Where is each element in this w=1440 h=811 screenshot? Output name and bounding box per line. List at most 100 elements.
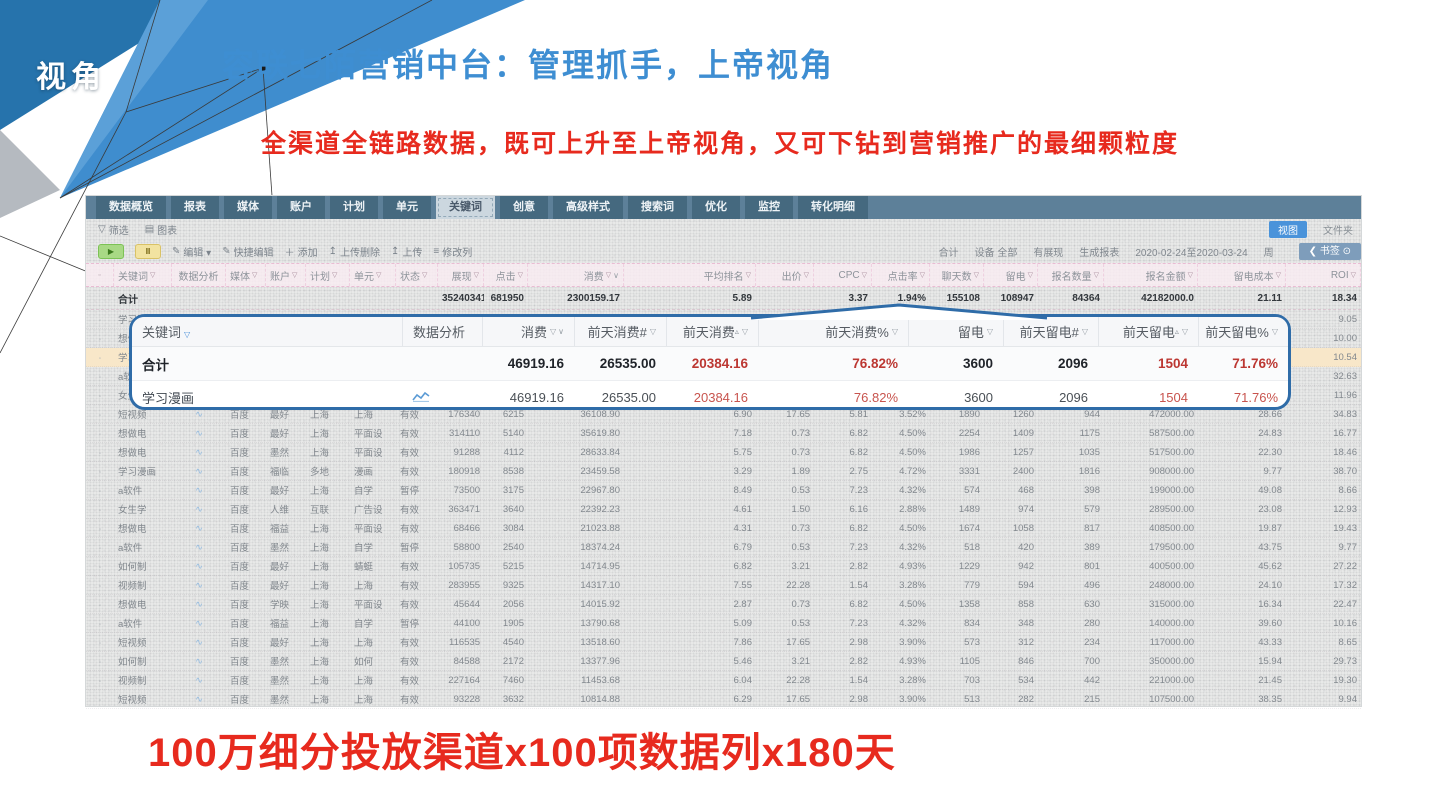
row-checkbox[interactable]: ▫ xyxy=(98,526,102,533)
column-header-点击率[interactable]: 点击率 ▽ xyxy=(872,264,930,286)
row-checkbox[interactable]: ▫ xyxy=(98,450,102,457)
tab-创意[interactable]: 创意 xyxy=(500,196,548,219)
week-toggle[interactable]: 周 xyxy=(1263,247,1274,259)
tab-高级样式[interactable]: 高级样式 xyxy=(553,196,623,219)
column-header-报名金额[interactable]: 报名金额 ▽ xyxy=(1104,264,1198,286)
row-checkbox[interactable]: ▫ xyxy=(98,564,102,571)
callout-column-前天消费#[interactable]: 前天消费# ▽ xyxy=(574,317,666,346)
table-row[interactable]: ▫ a软件 ∿ 百度 墨然 上海 自学 暂停 58800 2540 18374.24 6.79 0.53… xyxy=(86,538,1361,557)
trend-chart-icon[interactable]: ∿ xyxy=(195,503,203,514)
funnel-icon[interactable]: ▽ xyxy=(376,272,382,279)
column-header-留电成本[interactable]: 留电成本 ▽ xyxy=(1198,264,1286,286)
callout-column-消费[interactable]: 消费 ▽ ∨ xyxy=(482,317,574,346)
table-row[interactable]: ▫ 想做电 ∿ 百度 墨然 上海 平面设 有效 91288 4112 28633.84 5.75 0.7… xyxy=(86,443,1361,462)
funnel-icon[interactable]: ▽ xyxy=(649,327,656,336)
row-checkbox[interactable]: ▫ xyxy=(98,469,102,476)
row-checkbox[interactable]: ▫ xyxy=(98,374,102,381)
device-selector[interactable]: 设备 全部 xyxy=(974,247,1018,259)
table-row[interactable]: ▫ 学习漫画 ∿ 百度 福临 多地 漫画 有效 180918 8538 23459.58 3.29 1.… xyxy=(86,462,1361,481)
funnel-icon[interactable]: ▽ xyxy=(861,272,867,279)
column-header-点击[interactable]: 点击 ▽ xyxy=(484,264,528,286)
table-row[interactable]: ▫ 女生学 ∿ 百度 人维 互联 广告设 有效 363471 3640 22392.23 4.61 1.… xyxy=(86,500,1361,519)
column-header-CPC[interactable]: CPC ▽ xyxy=(814,264,872,286)
funnel-icon[interactable]: ▽ xyxy=(891,327,898,336)
funnel-icon[interactable]: ▽ xyxy=(1350,272,1356,279)
row-checkbox[interactable]: ▫ xyxy=(98,545,102,552)
tab-报表[interactable]: 报表 xyxy=(171,196,219,219)
dropdown-caret-icon[interactable]: ∨ xyxy=(558,327,564,336)
column-header-数据分析[interactable]: 数据分析 xyxy=(172,264,226,286)
funnel-icon[interactable]: ▽ xyxy=(605,272,612,279)
table-row[interactable]: ▫ 视频制 ∿ 百度 最好 上海 上海 有效 283955 9325 14317.10 7.55 22.… xyxy=(86,576,1361,595)
funnel-icon[interactable]: ▽ xyxy=(332,272,338,279)
tab-关键词[interactable]: 关键词 xyxy=(436,196,495,219)
table-row[interactable]: ▫ 如何制 ∿ 百度 最好 上海 蜻蜓 有效 105735 5215 14714.95 6.82 3.2… xyxy=(86,557,1361,576)
trend-chart-icon[interactable]: ∿ xyxy=(195,674,203,685)
tab-账户[interactable]: 账户 xyxy=(277,196,325,219)
table-row[interactable]: ▫ a软件 ∿ 百度 福益 上海 自学 暂停 44100 1905 13790.68 5.09 0.53… xyxy=(86,614,1361,633)
row-checkbox[interactable]: ▫ xyxy=(98,317,102,324)
funnel-icon[interactable]: ▽ xyxy=(1187,272,1193,279)
filter-toggle[interactable]: ▽ 筛选 xyxy=(98,222,129,237)
trend-chart-icon[interactable]: ∿ xyxy=(195,617,203,628)
funnel-icon[interactable]: ▽ xyxy=(549,327,557,336)
column-header-平均排名[interactable]: 平均排名 ▽ xyxy=(624,264,756,286)
row-checkbox[interactable]: ▫ xyxy=(98,355,102,362)
tab-计划[interactable]: 计划 xyxy=(330,196,378,219)
funnel-icon[interactable]: ▽ xyxy=(292,272,298,279)
funnel-icon[interactable]: ▽ xyxy=(422,272,428,279)
column-header-单元[interactable]: 单元 ▽ xyxy=(350,264,396,286)
callout-column-前天留电%[interactable]: 前天留电% ▽ xyxy=(1198,317,1288,346)
callout-column-前天留电[interactable]: 前天留电 ▵ ▽ xyxy=(1098,317,1198,346)
row-checkbox[interactable]: ▫ xyxy=(98,431,102,438)
trend-chart-icon[interactable]: ∿ xyxy=(195,598,203,609)
row-checkbox[interactable]: ▫ xyxy=(98,621,102,628)
pause-button[interactable]: Ⅱ xyxy=(135,243,161,259)
callout-row[interactable]: 合计 46919.16 26535.00 20384.16 76.82% 3600 2096… xyxy=(132,347,1288,381)
trend-chart-icon[interactable]: ∿ xyxy=(195,465,203,476)
select-all-checkbox[interactable]: ▫ xyxy=(98,271,101,279)
action-上传[interactable]: ↥ 上传 xyxy=(391,244,422,259)
tab-媒体[interactable]: 媒体 xyxy=(224,196,272,219)
row-checkbox[interactable]: ▫ xyxy=(98,488,102,495)
row-checkbox[interactable]: ▫ xyxy=(98,507,102,514)
column-header-留电[interactable]: 留电 ▽ xyxy=(984,264,1038,286)
column-header-出价[interactable]: 出价 ▽ xyxy=(756,264,814,286)
funnel-icon[interactable]: ▽ xyxy=(1093,272,1099,279)
table-row[interactable]: ▫ 想做电 ∿ 百度 学映 上海 平面设 有效 45644 2056 14015.92 2.87 0.7… xyxy=(86,595,1361,614)
funnel-icon[interactable]: ▽ xyxy=(919,272,925,279)
action-添加[interactable]: ＋添加 xyxy=(285,244,318,259)
bookmark-button[interactable]: ❮ 书签 ⊙ xyxy=(1298,242,1361,260)
callout-column-前天留电#[interactable]: 前天留电# ▽ xyxy=(1003,317,1098,346)
row-checkbox[interactable]: ▫ xyxy=(98,602,102,609)
tab-监控[interactable]: 监控 xyxy=(745,196,793,219)
trend-chart-icon[interactable]: ∿ xyxy=(195,636,203,647)
trend-chart-icon[interactable]: ∿ xyxy=(195,579,203,590)
row-checkbox[interactable]: ▫ xyxy=(98,393,102,400)
funnel-icon[interactable]: ▽ xyxy=(184,330,191,339)
table-row[interactable]: ▫ a软件 ∿ 百度 最好 上海 自学 暂停 73500 3175 22967.80 8.49 0.53… xyxy=(86,481,1361,500)
column-header-报名数量[interactable]: 报名数量 ▽ xyxy=(1038,264,1104,286)
trend-chart-icon[interactable]: ∿ xyxy=(195,693,203,704)
funnel-icon[interactable]: ▽ xyxy=(986,327,993,336)
trend-chart-icon[interactable]: ∿ xyxy=(195,560,203,571)
column-header-聊天数[interactable]: 聊天数 ▽ xyxy=(930,264,984,286)
column-header-展现[interactable]: 展现 ▽ xyxy=(438,264,484,286)
funnel-icon[interactable]: ▽ xyxy=(745,272,751,279)
column-header-计划[interactable]: 计划 ▽ xyxy=(306,264,350,286)
row-checkbox[interactable]: ▫ xyxy=(98,412,102,419)
funnel-icon[interactable]: ▽ xyxy=(473,272,479,279)
table-row[interactable]: ▫ 想做电 ∿ 百度 福益 上海 平面设 有效 68466 3084 21023.88 4.31 0.7… xyxy=(86,519,1361,538)
view-button[interactable]: 视图 xyxy=(1269,220,1307,238)
callout-row[interactable]: 学习漫画 46919.16 26535.00 20384.16 76.82% 3600 20… xyxy=(132,381,1288,414)
callout-column-留电[interactable]: 留电 ▽ xyxy=(908,317,1003,346)
column-header-ROI[interactable]: ROI ▽ xyxy=(1286,264,1361,286)
row-checkbox[interactable]: ▫ xyxy=(98,583,102,590)
column-header-状态[interactable]: 状态 ▽ xyxy=(396,264,438,286)
action-修改列[interactable]: ≡ 修改列 xyxy=(433,244,472,259)
callout-column-前天消费[interactable]: 前天消费 ▵ ▽ xyxy=(666,317,758,346)
folder-label[interactable]: 文件夹 xyxy=(1323,225,1353,237)
table-row[interactable]: ▫ 短视频 ∿ 百度 最好 上海 上海 有效 116535 4540 13518.60 7.86 17.… xyxy=(86,633,1361,652)
row-checkbox[interactable]: ▫ xyxy=(98,336,102,343)
funnel-icon[interactable]: ▽ xyxy=(1027,272,1033,279)
